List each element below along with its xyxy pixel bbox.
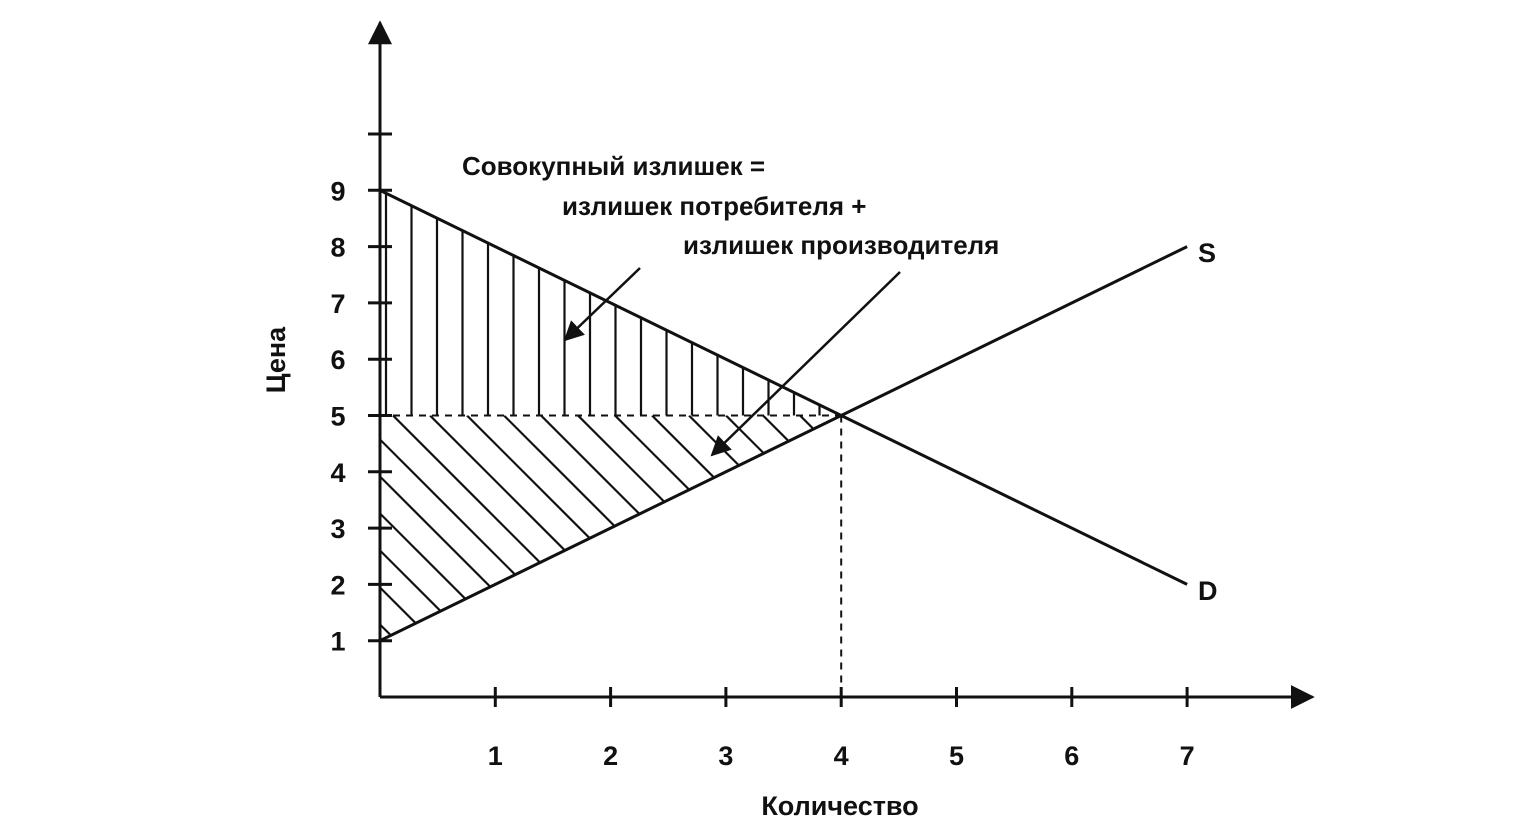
- y-tick-label: 2: [330, 570, 345, 600]
- hatch-line: [799, 415, 842, 641]
- hatch-line: [577, 415, 842, 641]
- x-tick-label: 5: [949, 741, 964, 771]
- supply-curve: [379, 245, 1188, 643]
- y-tick-label: 9: [330, 176, 345, 206]
- annotation-line-3: излишек производителя: [683, 230, 999, 260]
- hatch-line: [466, 415, 768, 641]
- y-axis-label: Цена: [261, 326, 291, 393]
- y-axis-ticks: 1 2 3 4 5 6 7 8 9: [330, 132, 392, 657]
- x-tick-label: 2: [603, 741, 618, 771]
- demand-curve-label: D: [1198, 576, 1218, 606]
- demand-curve: [379, 188, 1188, 586]
- x-tick-label: 4: [834, 741, 849, 771]
- hatch-line: [380, 415, 546, 641]
- y-tick-label: 3: [330, 514, 345, 544]
- x-tick-label: 3: [718, 741, 733, 771]
- hatch-line: [651, 415, 842, 641]
- hatch-line: [429, 415, 731, 641]
- hatch-line: [380, 415, 583, 641]
- hatch-line: [380, 415, 620, 641]
- hatch-line: [392, 415, 694, 641]
- hatch-line: [380, 415, 657, 641]
- y-tick-label: 6: [330, 345, 345, 375]
- annotation-arrow-consumer: [563, 267, 641, 342]
- hatch-line: [688, 415, 842, 641]
- y-tick-label: 8: [330, 233, 345, 263]
- hatch-line: [60, 416, 360, 716]
- x-tick-label: 1: [488, 741, 503, 771]
- annotation-arrow-producer: [710, 271, 901, 457]
- y-tick-label: 7: [330, 289, 345, 319]
- x-tick-label: 7: [1180, 741, 1195, 771]
- hatch-line: [503, 415, 805, 641]
- hatch-line: [614, 415, 842, 641]
- hatch-line: [380, 415, 472, 641]
- x-tick-label: 6: [1064, 741, 1079, 771]
- hatch-line: [836, 415, 842, 641]
- x-axis-label: Количество: [761, 791, 918, 821]
- hatch-line: [380, 415, 398, 641]
- hatch-line: [540, 415, 842, 641]
- x-axis-ticks: 1 2 3 4 5 6 7: [488, 687, 1195, 771]
- supply-curve-label: S: [1198, 238, 1216, 268]
- hatch-line: [380, 415, 509, 641]
- y-tick-label: 4: [330, 458, 345, 488]
- annotation-line-1: Совокупный излишек =: [462, 151, 765, 181]
- y-tick-label: 5: [330, 402, 345, 432]
- y-tick-label: 1: [330, 627, 345, 657]
- hatch-line: [762, 415, 842, 641]
- annotation-line-2: излишек потребителя +: [562, 191, 866, 221]
- hatch-line: [380, 415, 435, 641]
- hatch-line: [725, 415, 842, 641]
- producer-surplus-hatch: [60, 415, 842, 716]
